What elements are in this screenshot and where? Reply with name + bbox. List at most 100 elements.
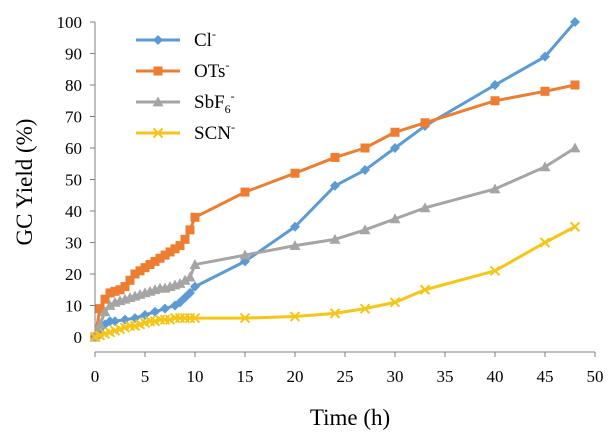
legend-label-superscript: - <box>212 27 216 41</box>
data-point-cl <box>360 165 370 176</box>
legend-swatch-marker <box>153 66 163 76</box>
y-tick-label: 20 <box>65 265 82 284</box>
series-scn <box>89 221 581 343</box>
y-tick-label: 100 <box>57 13 83 32</box>
data-point-sbf <box>539 161 551 172</box>
legend-swatch-marker <box>153 35 163 45</box>
data-point-ots <box>115 285 125 295</box>
data-point-sbf <box>329 233 341 244</box>
data-point-scn <box>539 237 551 248</box>
data-point-cl <box>185 287 195 298</box>
data-point-ots <box>130 269 140 279</box>
y-tick-label: 0 <box>74 328 83 347</box>
x-tick-label: 45 <box>537 367 554 386</box>
legend-label-name: SCN <box>194 123 231 144</box>
series-line-ots <box>93 83 576 338</box>
chart-axes: 0 10 20 30 40 50 60 70 80 90 100 0 5 10 15 20 25 30 35 40 45… <box>57 13 604 386</box>
data-point-cl <box>570 17 580 27</box>
legend-label-name: Cl <box>194 30 212 51</box>
marker-stroke <box>489 265 501 277</box>
y-tick-label: 90 <box>65 45 82 64</box>
marker-stroke <box>569 221 581 232</box>
series-sbf <box>89 142 581 342</box>
data-point-sbf <box>189 259 201 269</box>
data-point-ots <box>190 212 200 222</box>
marker-stroke <box>329 308 341 319</box>
legend-label: SbF6- <box>194 89 235 116</box>
chart-legend: Cl-OTs-SbF6-SCN- <box>136 27 235 144</box>
y-axis-title: GC Yield (%) <box>12 119 37 246</box>
series-cl <box>90 17 580 342</box>
data-point-scn <box>489 265 501 277</box>
data-point-sbf <box>489 183 501 194</box>
data-point-sbf <box>359 224 371 235</box>
y-tick-label: 40 <box>65 202 82 221</box>
data-point-ots <box>360 143 370 153</box>
data-point-ots <box>145 260 155 270</box>
legend-label: SCN- <box>194 120 235 144</box>
data-point-ots <box>110 286 120 296</box>
x-axis-title: Time (h) <box>310 405 390 430</box>
data-point-ots <box>155 253 165 263</box>
legend-label-name: SbF <box>194 92 225 113</box>
data-point-ots <box>105 288 115 298</box>
data-point-sbf <box>419 202 431 213</box>
data-point-ots <box>170 244 180 254</box>
data-point-sbf <box>99 306 111 317</box>
data-point-cl <box>330 180 340 191</box>
data-point-ots <box>100 294 110 304</box>
data-point-cl <box>110 316 120 327</box>
data-point-ots <box>120 282 130 292</box>
marker-stroke <box>239 312 251 324</box>
x-tick-label: 30 <box>387 367 404 386</box>
data-point-cl <box>190 281 200 292</box>
data-point-sbf <box>389 213 401 224</box>
data-point-cl <box>490 80 500 90</box>
marker-stroke <box>419 284 431 295</box>
data-point-ots <box>420 118 430 128</box>
data-point-sbf <box>239 249 251 260</box>
data-point-sbf <box>179 274 191 285</box>
data-point-ots <box>160 250 170 260</box>
data-point-scn <box>189 312 201 324</box>
chart-series-layer <box>89 17 581 343</box>
x-tick-label: 10 <box>187 367 204 386</box>
legend-item-sbf: SbF6- <box>136 89 235 116</box>
data-point-ots <box>540 86 550 96</box>
data-point-scn <box>239 312 251 324</box>
data-point-sbf <box>94 318 106 329</box>
x-tick-label: 40 <box>487 367 504 386</box>
data-point-ots <box>175 241 185 251</box>
marker-stroke <box>152 127 164 139</box>
data-point-ots <box>135 266 145 276</box>
data-point-ots <box>95 304 105 314</box>
data-point-scn <box>389 297 401 308</box>
x-tick-label: 35 <box>437 367 454 386</box>
data-point-cl <box>150 306 160 317</box>
data-point-scn <box>329 308 341 319</box>
y-tick-label: 30 <box>65 234 82 253</box>
series-ots <box>90 80 580 342</box>
data-point-ots <box>570 80 580 90</box>
legend-label: Cl- <box>194 27 216 51</box>
legend-swatch-marker <box>152 127 164 139</box>
data-point-sbf <box>569 142 581 153</box>
marker-stroke <box>359 303 371 314</box>
data-point-cl <box>290 221 300 232</box>
data-point-ots <box>125 275 135 285</box>
data-point-cl <box>160 303 170 314</box>
legend-label-superscript: - <box>231 120 235 134</box>
marker-stroke <box>189 312 201 324</box>
x-tick-label: 15 <box>237 367 254 386</box>
legend-label: OTs- <box>194 58 229 82</box>
data-point-ots <box>330 152 340 162</box>
legend-label-subscript: 6 <box>225 102 231 116</box>
marker-stroke <box>539 237 551 248</box>
data-point-scn <box>359 303 371 314</box>
marker-stroke <box>289 311 301 322</box>
data-point-ots <box>290 168 300 178</box>
legend-label-superscript: - <box>231 89 235 103</box>
y-tick-label: 50 <box>65 171 82 190</box>
x-tick-label: 50 <box>587 367 604 386</box>
data-point-sbf <box>184 271 196 282</box>
